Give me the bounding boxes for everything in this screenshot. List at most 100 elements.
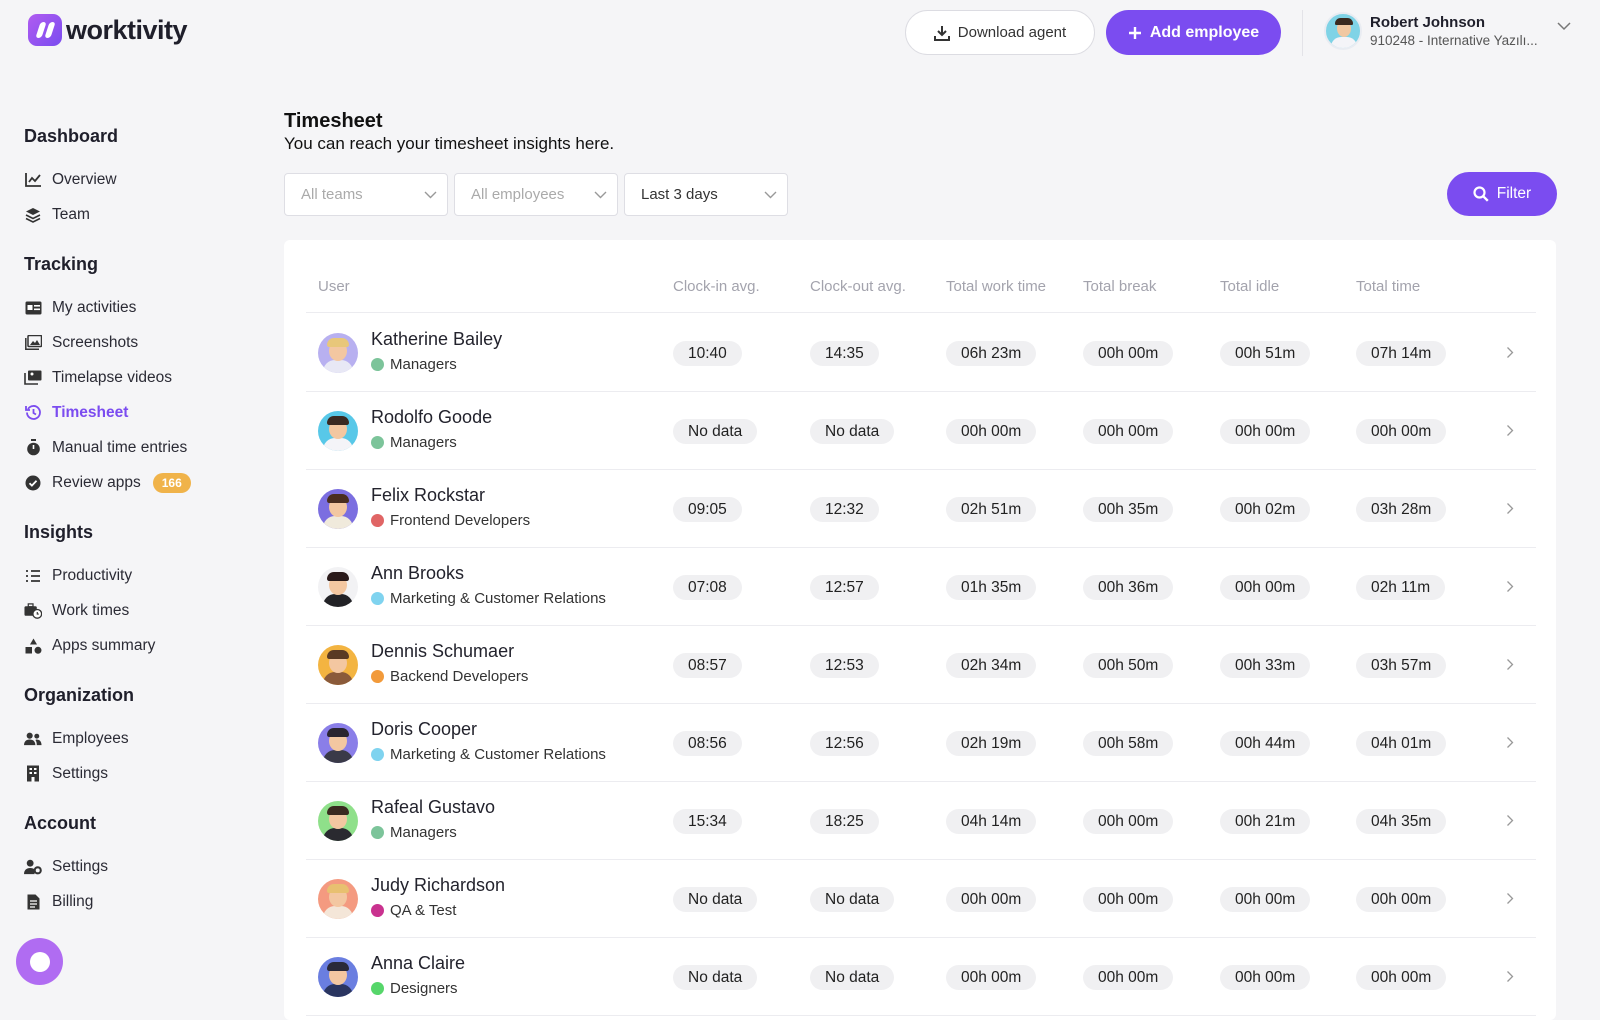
chevron-right-icon[interactable] bbox=[1506, 892, 1514, 905]
total-value: 00h 00m bbox=[1356, 419, 1447, 444]
employee-team: Managers bbox=[371, 434, 457, 451]
sidebar-item-label: Overview bbox=[52, 170, 117, 188]
work-value: 00h 00m bbox=[946, 419, 1037, 444]
team-name: Managers bbox=[390, 434, 457, 451]
employee-name[interactable]: Felix Rockstar bbox=[371, 485, 486, 505]
employees-select[interactable]: All employees bbox=[454, 173, 618, 216]
employees-select-value: All employees bbox=[471, 186, 565, 203]
chevron-right-icon[interactable] bbox=[1506, 736, 1514, 749]
user-menu[interactable]: Robert Johnson 910248 - Internative Yazı… bbox=[1324, 12, 1555, 50]
column-header-work-time: Total work time bbox=[946, 278, 1047, 295]
chevron-down-icon[interactable] bbox=[1557, 22, 1571, 31]
break-value: 00h 00m bbox=[1083, 809, 1174, 834]
employee-name[interactable]: Rafeal Gustavo bbox=[371, 797, 496, 817]
sidebar-item-organization-settings[interactable]: Settings bbox=[24, 756, 244, 791]
table-row[interactable]: Rafeal Gustavo Managers 15:34 18:25 04h 14m 0… bbox=[306, 782, 1536, 860]
table-header: User Clock-in avg. Clock-out avg. Total … bbox=[306, 240, 1536, 313]
sidebar-item-manual-time-entries[interactable]: Manual time entries bbox=[24, 430, 244, 465]
chat-support-button[interactable] bbox=[16, 938, 63, 985]
team-color-dot bbox=[371, 358, 384, 371]
table-row[interactable]: Rodolfo Goode Managers No data No data 00h 0… bbox=[306, 392, 1536, 470]
sidebar-item-screenshots[interactable]: Screenshots bbox=[24, 325, 244, 360]
table-row[interactable]: Doris Cooper Marketing & Customer Relatio… bbox=[306, 704, 1536, 782]
download-agent-button[interactable]: Download agent bbox=[905, 10, 1095, 55]
sidebar-item-label: Settings bbox=[52, 764, 109, 782]
employee-name[interactable]: Dennis Schumaer bbox=[371, 641, 515, 661]
avatar-hair bbox=[327, 338, 349, 347]
break-value: 00h 36m bbox=[1083, 575, 1174, 600]
team-color-dot bbox=[371, 826, 384, 839]
team-name: QA & Test bbox=[390, 902, 457, 919]
avatar-hair bbox=[327, 806, 349, 815]
avatar bbox=[318, 489, 358, 529]
sidebar-item-label: Manual time entries bbox=[52, 438, 188, 456]
total-value: 03h 57m bbox=[1356, 653, 1447, 678]
idle-value: 00h 00m bbox=[1220, 887, 1311, 912]
table-row[interactable]: Ann Brooks Marketing & Customer Relations… bbox=[306, 548, 1536, 626]
chevron-right-icon[interactable] bbox=[1506, 580, 1514, 593]
table-row[interactable]: Judy Richardson QA & Test No data No data 00… bbox=[306, 860, 1536, 938]
chevron-right-icon[interactable] bbox=[1506, 970, 1514, 983]
sidebar-item-team[interactable]: Team bbox=[24, 197, 244, 232]
employee-name[interactable]: Anna Claire bbox=[371, 953, 466, 973]
employee-name[interactable]: Doris Cooper bbox=[371, 719, 478, 739]
chevron-right-icon[interactable] bbox=[1506, 502, 1514, 515]
chevron-right-icon[interactable] bbox=[1506, 346, 1514, 359]
sidebar-item-account-settings[interactable]: Settings bbox=[24, 849, 244, 884]
chevron-right-icon[interactable] bbox=[1506, 658, 1514, 671]
table-row[interactable]: Dennis Schumaer Backend Developers 08:57 12… bbox=[306, 626, 1536, 704]
break-value: 00h 35m bbox=[1083, 497, 1174, 522]
idle-value: 00h 21m bbox=[1220, 809, 1311, 834]
chevron-down-icon bbox=[424, 191, 437, 198]
total-value: 07h 14m bbox=[1356, 341, 1447, 366]
shapes-icon bbox=[24, 637, 42, 655]
id-card-icon bbox=[24, 299, 42, 317]
employee-name[interactable]: Katherine Bailey bbox=[371, 329, 503, 349]
employee-name[interactable]: Judy Richardson bbox=[371, 875, 506, 895]
employee-team: QA & Test bbox=[371, 902, 456, 919]
total-value: 03h 28m bbox=[1356, 497, 1447, 522]
column-header-user: User bbox=[318, 278, 350, 295]
clock-in-value: No data bbox=[673, 965, 758, 990]
avatar-body bbox=[323, 750, 353, 763]
team-name: Designers bbox=[390, 980, 458, 997]
clock-out-value: 12:53 bbox=[810, 653, 879, 678]
table-row[interactable]: Anna Claire Designers No data No data 00h 00… bbox=[306, 938, 1536, 1016]
filter-button[interactable]: Filter bbox=[1447, 172, 1557, 216]
sidebar-item-work-times[interactable]: Work times bbox=[24, 593, 244, 628]
chevron-right-icon[interactable] bbox=[1506, 814, 1514, 827]
chevron-right-icon[interactable] bbox=[1506, 424, 1514, 437]
sidebar-item-billing[interactable]: Billing bbox=[24, 884, 244, 919]
sidebar-item-apps-summary[interactable]: Apps summary bbox=[24, 628, 244, 663]
review-apps-count-badge: 166 bbox=[152, 472, 191, 493]
clock-out-value: No data bbox=[810, 419, 895, 444]
sidebar-item-productivity[interactable]: Productivity bbox=[24, 558, 244, 593]
sidebar-item-timesheet[interactable]: Timesheet bbox=[24, 395, 244, 430]
table-row[interactable]: Felix Rockstar Frontend Developers 09:05 12… bbox=[306, 470, 1536, 548]
avatar-hair bbox=[327, 884, 349, 893]
sidebar-item-overview[interactable]: Overview bbox=[24, 162, 244, 197]
table-row[interactable]: Katherine Bailey Managers 10:40 14:35 06h 23… bbox=[306, 314, 1536, 392]
sidebar-item-employees[interactable]: Employees bbox=[24, 721, 244, 756]
employee-team: Marketing & Customer Relations bbox=[371, 590, 606, 607]
employee-name[interactable]: Rodolfo Goode bbox=[371, 407, 493, 427]
employee-name[interactable]: Ann Brooks bbox=[371, 563, 465, 583]
sidebar-item-timelapse-videos[interactable]: Timelapse videos bbox=[24, 360, 244, 395]
sidebar-item-label: Screenshots bbox=[52, 333, 139, 351]
avatar-hair bbox=[327, 728, 349, 737]
timesheet-table: User Clock-in avg. Clock-out avg. Total … bbox=[284, 240, 1556, 1020]
team-name: Managers bbox=[390, 356, 457, 373]
app-logo[interactable]: worktivity bbox=[28, 14, 188, 46]
avatar-hair bbox=[327, 572, 349, 581]
add-employee-button[interactable]: Add employee bbox=[1106, 10, 1281, 55]
teams-select[interactable]: All teams bbox=[284, 173, 448, 216]
clock-out-value: 18:25 bbox=[810, 809, 879, 834]
column-header-break: Total break bbox=[1083, 278, 1157, 295]
sidebar-item-review-apps[interactable]: Review apps 166 bbox=[24, 465, 244, 500]
clock-out-value: 12:57 bbox=[810, 575, 879, 600]
list-icon bbox=[24, 567, 42, 585]
break-value: 00h 00m bbox=[1083, 887, 1174, 912]
date-range-select[interactable]: Last 3 days bbox=[624, 173, 788, 216]
sidebar-item-my-activities[interactable]: My activities bbox=[24, 290, 244, 325]
idle-value: 00h 00m bbox=[1220, 419, 1311, 444]
